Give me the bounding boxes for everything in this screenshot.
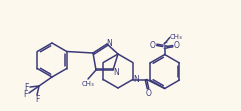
Text: N: N: [133, 75, 139, 84]
Text: O: O: [174, 41, 180, 50]
Text: O: O: [146, 89, 152, 98]
Text: O: O: [150, 41, 156, 50]
Text: N: N: [106, 39, 112, 48]
Text: F: F: [23, 89, 27, 98]
Text: CH₃: CH₃: [169, 34, 182, 40]
Text: F: F: [35, 94, 39, 103]
Text: CH₃: CH₃: [82, 81, 94, 87]
Text: N: N: [113, 67, 119, 76]
Text: S: S: [162, 42, 167, 51]
Text: F: F: [24, 82, 28, 91]
